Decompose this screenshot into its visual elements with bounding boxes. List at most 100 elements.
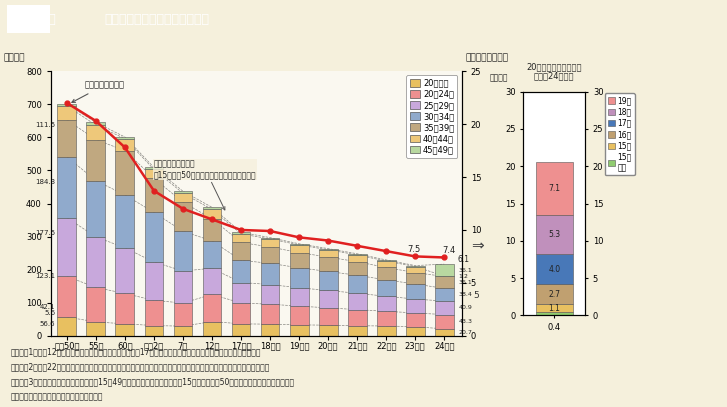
Bar: [232, 303, 251, 324]
Bar: [87, 125, 105, 140]
Text: 1.1: 1.1: [548, 304, 561, 313]
Bar: [536, 254, 573, 284]
Bar: [203, 294, 222, 322]
Text: 2.7: 2.7: [548, 290, 561, 299]
Bar: [318, 271, 337, 291]
Bar: [57, 317, 76, 336]
Bar: [406, 273, 425, 284]
Bar: [536, 304, 573, 313]
Bar: [318, 250, 337, 257]
Text: 7.5: 7.5: [407, 245, 420, 254]
Text: （備考）1．平成12年までは厚生省「母体保護統計報告」，17年度からは厚生労働省「衛生行政報告例」より作成。: （備考）1．平成12年までは厚生省「母体保護統計報告」，17年度からは厚生労働省…: [11, 347, 261, 356]
Bar: [203, 268, 222, 294]
Text: 177.5: 177.5: [35, 230, 55, 236]
Bar: [174, 231, 193, 271]
Bar: [260, 324, 279, 336]
Bar: [348, 262, 366, 275]
Bar: [435, 301, 454, 315]
Bar: [289, 268, 308, 288]
Bar: [289, 306, 308, 325]
Bar: [174, 191, 193, 193]
Bar: [87, 181, 105, 237]
Text: （平成24年度）: （平成24年度）: [534, 72, 574, 81]
Bar: [406, 327, 425, 336]
Bar: [232, 282, 251, 303]
Bar: [348, 255, 366, 262]
Bar: [289, 244, 308, 245]
Bar: [435, 289, 454, 301]
Bar: [536, 162, 573, 215]
Text: 3．実施率の「総数」は，分母に15～49歳の女子人口を用い，分子に15歳未満を含め50歳以上の数値は除いた「人工妊: 3．実施率の「総数」は，分母に15～49歳の女子人口を用い，分子に15歳未満を含…: [11, 377, 295, 386]
Text: 43.3: 43.3: [459, 319, 473, 324]
Text: 7.4: 7.4: [442, 246, 455, 255]
Bar: [377, 296, 395, 311]
Bar: [203, 241, 222, 268]
Bar: [318, 308, 337, 325]
Bar: [260, 263, 279, 284]
Bar: [87, 287, 105, 322]
Bar: [536, 313, 573, 315]
Text: 娠中絶件数」を用いて計算した。: 娠中絶件数」を用いて計算した。: [11, 392, 103, 401]
Bar: [174, 326, 193, 336]
Text: 123.1: 123.1: [35, 273, 55, 279]
Bar: [536, 284, 573, 304]
Bar: [203, 210, 222, 219]
Bar: [406, 267, 425, 273]
Bar: [203, 219, 222, 241]
Bar: [435, 276, 454, 289]
Bar: [318, 249, 337, 250]
Bar: [289, 245, 308, 253]
Bar: [145, 169, 164, 178]
Bar: [232, 243, 251, 260]
Text: 20歳未満の年齢別内訳: 20歳未満の年齢別内訳: [526, 62, 582, 71]
Bar: [377, 260, 395, 261]
Bar: [348, 254, 366, 255]
FancyBboxPatch shape: [7, 6, 50, 33]
Bar: [348, 293, 366, 310]
Legend: 19歳, 18歳, 17歳, 16歳, 15歳, 15歳
未満: 19歳, 18歳, 17歳, 16歳, 15歳, 15歳 未満: [605, 93, 635, 175]
Bar: [116, 324, 134, 336]
Bar: [377, 311, 395, 326]
Bar: [116, 248, 134, 293]
Bar: [145, 212, 164, 262]
Text: 5.3: 5.3: [548, 230, 561, 239]
Bar: [260, 247, 279, 263]
Bar: [87, 237, 105, 287]
Bar: [57, 106, 76, 120]
Bar: [377, 267, 395, 280]
Text: 5: 5: [473, 291, 479, 300]
Bar: [57, 276, 76, 317]
Text: 人工妊娠中絶件数: 人工妊娠中絶件数: [72, 81, 124, 103]
Bar: [348, 310, 366, 326]
Bar: [57, 157, 76, 218]
Bar: [260, 284, 279, 304]
Text: 5.6: 5.6: [44, 310, 55, 316]
Bar: [145, 178, 164, 212]
Bar: [377, 326, 395, 336]
Bar: [145, 262, 164, 300]
Bar: [57, 104, 76, 106]
Bar: [406, 313, 425, 327]
Text: 7.1: 7.1: [548, 184, 561, 193]
Bar: [203, 322, 222, 336]
Text: 6.1: 6.1: [457, 254, 469, 263]
Bar: [116, 137, 134, 139]
Text: 42.1: 42.1: [40, 304, 55, 310]
Bar: [435, 329, 454, 336]
Bar: [57, 120, 76, 157]
Text: 36.1: 36.1: [459, 280, 473, 285]
Bar: [145, 326, 164, 336]
Text: 111.5: 111.5: [35, 123, 55, 129]
Text: （千件）: （千件）: [4, 54, 25, 63]
Bar: [116, 151, 134, 195]
Bar: [260, 239, 279, 247]
Text: 年齢階級別人工妊娠中絶の推移: 年齢階級別人工妊娠中絶の推移: [105, 13, 209, 26]
Bar: [87, 322, 105, 336]
Bar: [348, 275, 366, 293]
Bar: [435, 315, 454, 329]
Text: 人工妊娠中絶実施率
（15歳以上50歳未満女子人口千対，右目盛）: 人工妊娠中絶実施率 （15歳以上50歳未満女子人口千対，右目盛）: [154, 160, 257, 210]
Bar: [174, 271, 193, 303]
Bar: [260, 238, 279, 239]
Bar: [406, 266, 425, 267]
Bar: [536, 215, 573, 254]
